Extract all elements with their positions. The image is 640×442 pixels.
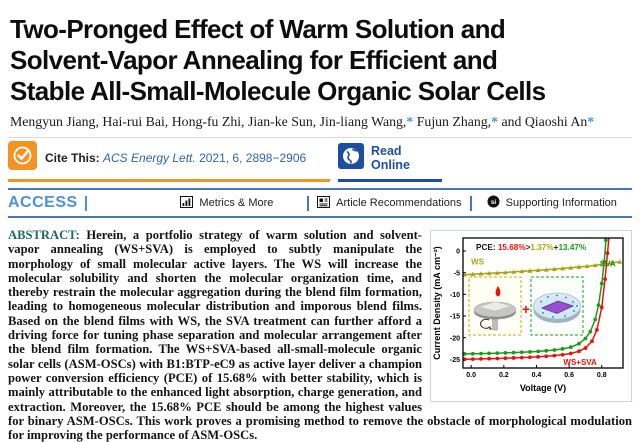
x-axis-label: Voltage (V) — [520, 383, 566, 393]
bar-chart-icon — [180, 195, 194, 211]
jv-chart: + 0.0 0.2 0.4 0.6 — [432, 237, 624, 393]
globe-icon — [338, 142, 364, 174]
svg-text:0.2: 0.2 — [499, 372, 509, 379]
series-line-WS+SVA — [464, 238, 610, 361]
pce-annotation: PCE: 15.68%>1.37%+13.47% — [476, 243, 587, 252]
access-bar: ACCESS Metrics & More — [8, 188, 632, 218]
cite-this-label: Cite This: ACS Energy Lett. 2021, 6, 289… — [45, 151, 307, 165]
series-markers-WS — [463, 259, 623, 277]
abstract-label: ABSTRACT: — [8, 228, 80, 242]
plus-sign: + — [522, 301, 530, 317]
author-asterisk-link[interactable]: * — [491, 114, 498, 129]
svg-text:0.8: 0.8 — [597, 372, 607, 379]
access-divider — [469, 195, 472, 211]
series-markers-WS+SVA — [463, 251, 610, 362]
series-markers-SVA — [463, 238, 608, 356]
svg-text:-5: -5 — [454, 270, 460, 277]
author-names: and Qiaoshi An — [498, 114, 588, 129]
flame-icon — [495, 286, 501, 297]
petri-dish-inset — [530, 276, 584, 336]
cite-this-section: Cite This: ACS Energy Lett. 2021, 6, 289… — [8, 138, 330, 182]
jv-chart-figure: + 0.0 0.2 0.4 0.6 — [430, 230, 632, 402]
author-names: Mengyun Jiang, Hai-rui Bai, Hong-fu Zhi,… — [10, 114, 407, 129]
access-pipe — [84, 195, 87, 211]
author-asterisk-link[interactable]: * — [406, 114, 414, 129]
abstract-section: + 0.0 0.2 0.4 0.6 — [8, 228, 632, 442]
svg-text:-20: -20 — [450, 335, 460, 342]
spin-coater-inset — [468, 276, 522, 336]
access-divider — [307, 195, 310, 211]
metrics-and-more-item[interactable]: Metrics & More — [147, 195, 307, 211]
cite-bar: Cite This: ACS Energy Lett. 2021, 6, 289… — [8, 137, 632, 182]
read-online-button[interactable]: Read Online — [338, 138, 442, 182]
svg-text:si: si — [490, 199, 496, 206]
title-line-1: Two-Pronged Effect of Warm Solution and — [10, 14, 506, 44]
svg-text:0.4: 0.4 — [532, 372, 542, 379]
cite-check-icon — [8, 141, 37, 175]
title-line-2: Solvent-Vapor Annealing for Efficient an… — [10, 45, 498, 75]
svg-text:0: 0 — [456, 249, 460, 256]
author-asterisk-link[interactable]: * — [587, 114, 595, 129]
article-recommendations-item[interactable]: Article Recommendations — [309, 195, 469, 211]
y-axis-label: Current Density (mA cm⁻²) — [432, 246, 442, 359]
article-icon — [317, 195, 331, 211]
svg-text:-10: -10 — [450, 292, 460, 299]
chart-layer: 0.0 0.2 0.4 0.6 0.8 0 -5 -10 -15 -20 -25 WS SVA WS+SV… — [432, 237, 624, 393]
series-label-WS+SVA: WS+SVA — [563, 358, 597, 367]
title-line-3: Stable All-Small-Molecule Organic Solar … — [10, 76, 546, 106]
film-sample — [540, 300, 575, 314]
series-label-SVA: SVA — [600, 260, 616, 269]
svg-text:-15: -15 — [450, 314, 460, 321]
series-line-SVA — [464, 240, 607, 355]
si-circle-icon: si — [487, 195, 500, 211]
series-line-WS — [464, 261, 620, 276]
citation-link[interactable]: ACS Energy Lett. 2021, 6, 2898−2906 — [103, 151, 307, 165]
supporting-information-item[interactable]: si Supporting Information — [472, 195, 632, 211]
access-button[interactable]: ACCESS — [8, 194, 87, 212]
page-title: Two-Pronged Effect of Warm Solution and … — [10, 14, 630, 107]
svg-text:-25: -25 — [450, 357, 460, 364]
svg-text:0.6: 0.6 — [564, 372, 574, 379]
series-label-WS: WS — [471, 257, 485, 266]
author-names: Fujun Zhang, — [413, 114, 492, 129]
svg-text:0.0: 0.0 — [466, 372, 476, 379]
authors-line: Mengyun Jiang, Hai-rui Bai, Hong-fu Zhi,… — [10, 114, 630, 130]
abstract-text: Herein, a portfolio strategy of warm sol… — [8, 228, 632, 442]
